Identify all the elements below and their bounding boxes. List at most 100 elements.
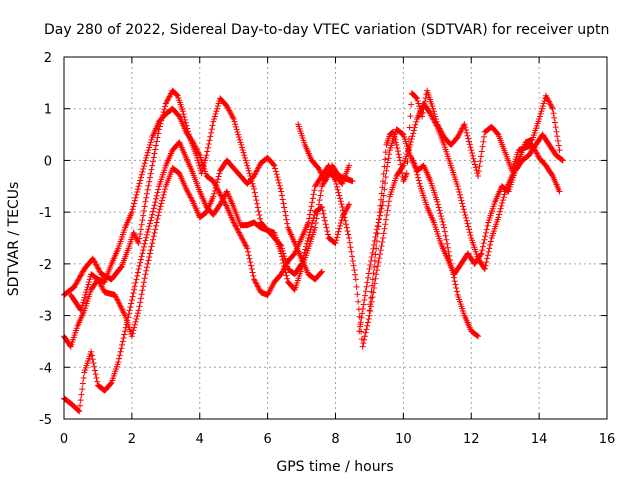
data-point (146, 178, 153, 185)
data-point (407, 113, 414, 120)
data-point (74, 278, 81, 285)
data-point (413, 94, 420, 101)
data-point (465, 135, 472, 142)
data-point (129, 206, 136, 213)
data-point (454, 183, 461, 190)
data-point (363, 283, 370, 290)
data-point (73, 280, 80, 287)
data-point (382, 221, 389, 228)
data-point (499, 197, 506, 204)
data-point (157, 203, 164, 210)
x-tick-label: 10 (395, 432, 412, 447)
data-point (422, 95, 429, 102)
data-point (320, 210, 327, 217)
data-point (472, 161, 479, 168)
data-point (480, 138, 487, 145)
data-point (440, 221, 447, 228)
data-point (241, 152, 248, 159)
data-point (373, 238, 380, 245)
data-point (119, 308, 126, 315)
data-point (139, 287, 146, 294)
data-point (373, 267, 380, 274)
data-point (82, 291, 89, 298)
data-point (249, 180, 256, 187)
data-point (131, 197, 138, 204)
data-point (550, 110, 557, 117)
data-point (149, 211, 156, 218)
data-point (381, 163, 388, 170)
data-point (366, 266, 373, 273)
data-point (305, 219, 312, 226)
data-point (136, 235, 143, 242)
y-tick-label: 0 (44, 154, 52, 169)
data-point (309, 195, 316, 202)
data-point (134, 238, 141, 245)
data-point (114, 296, 121, 303)
data-point (144, 260, 151, 267)
data-point (149, 158, 156, 165)
data-point (128, 297, 135, 304)
data-point (232, 121, 239, 128)
data-point (127, 303, 134, 310)
data-point (212, 110, 219, 117)
data-point (245, 165, 252, 172)
data-point (279, 256, 286, 263)
data-point (453, 284, 460, 291)
data-point (311, 212, 318, 219)
data-point (559, 157, 566, 164)
data-point (278, 188, 285, 195)
data-point (467, 144, 474, 151)
data-point (444, 240, 451, 247)
data-point (319, 207, 326, 214)
data-point (334, 234, 341, 241)
data-point (153, 142, 160, 149)
data-point (410, 157, 417, 164)
data-point (202, 157, 209, 164)
data-point (418, 110, 425, 117)
data-point (366, 307, 373, 314)
data-point (351, 267, 358, 274)
data-point (138, 291, 145, 298)
data-point (539, 103, 546, 110)
data-point (393, 141, 400, 148)
data-point (337, 198, 344, 205)
data-point (128, 300, 135, 307)
data-point (366, 312, 373, 319)
data-point (150, 205, 157, 212)
data-point (468, 147, 475, 154)
data-point (118, 345, 125, 352)
data-point (120, 309, 127, 316)
data-point (77, 397, 84, 404)
data-point (113, 294, 120, 301)
data-point (345, 202, 352, 209)
data-point (337, 195, 344, 202)
data-point (412, 121, 419, 128)
data-point (554, 137, 561, 144)
data-point (154, 189, 161, 196)
data-point (133, 316, 140, 323)
data-point (140, 212, 147, 219)
data-points (61, 87, 566, 415)
data-point (413, 168, 420, 175)
data-point (306, 211, 313, 218)
data-point (421, 102, 428, 109)
data-point (253, 197, 260, 204)
data-point (482, 262, 489, 269)
data-point (461, 209, 468, 216)
data-point (135, 266, 142, 273)
data-point (242, 157, 249, 164)
data-point (310, 191, 317, 198)
data-point (216, 170, 223, 177)
data-point (271, 162, 278, 169)
data-point (484, 252, 491, 259)
data-point (281, 266, 288, 273)
data-point (202, 154, 209, 161)
data-point (370, 270, 377, 277)
data-point (128, 209, 135, 216)
data-point (333, 180, 340, 187)
data-point (255, 208, 262, 215)
data-point (361, 333, 368, 340)
data-point (245, 252, 252, 259)
data-point (338, 201, 345, 208)
data-point (223, 202, 230, 209)
